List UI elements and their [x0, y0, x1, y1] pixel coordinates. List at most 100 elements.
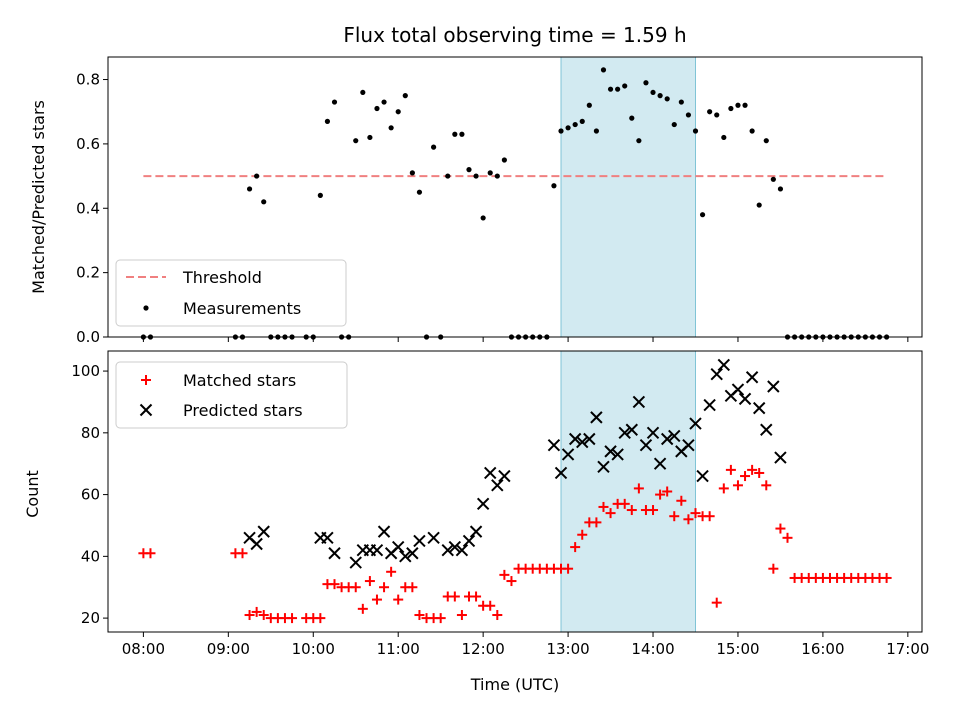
predicted-star-point — [498, 469, 511, 483]
matched-star-point — [485, 600, 496, 611]
predicted-star-point — [597, 460, 610, 474]
matched-star-point — [718, 483, 729, 494]
matched-star-point — [676, 495, 687, 506]
measurement-point — [445, 173, 451, 179]
predicted-star-point — [774, 451, 787, 464]
predicted-star-point — [377, 525, 391, 538]
matched-star-point — [315, 613, 326, 624]
predicted-star-point — [682, 438, 695, 452]
measurement-point — [707, 109, 713, 115]
matched-star-point — [449, 591, 460, 602]
measurement-point — [353, 138, 359, 144]
measurement-point — [714, 112, 720, 118]
bottom-legend-box — [115, 361, 348, 429]
measurement-point — [261, 199, 267, 205]
x-tick-label: 09:00 — [207, 640, 250, 658]
measurement-point — [692, 128, 699, 134]
predicted-star-point — [476, 497, 490, 511]
predicted-star-point — [257, 525, 270, 538]
top-legend-box — [115, 259, 347, 327]
matched-star-point — [357, 603, 368, 614]
bottom-y-tick-label: 20 — [81, 609, 100, 627]
matched-star-point — [655, 489, 666, 500]
matched-star-point — [704, 511, 715, 522]
x-tick-label: 08:00 — [122, 640, 165, 658]
matched-star-point — [329, 579, 340, 590]
predicted-star-point — [717, 358, 731, 372]
x-axis-label: Time (UTC) — [470, 675, 559, 694]
matched-star-point — [619, 498, 630, 509]
legend-predicted-swatch — [139, 403, 153, 417]
measurement-point — [551, 183, 557, 189]
measurement-point — [678, 99, 684, 105]
matched-star-point — [725, 464, 736, 475]
measurement-point — [735, 102, 741, 108]
matched-star-point — [782, 532, 793, 543]
top-legend: Threshold Measurements — [115, 259, 347, 327]
measurement-point — [388, 125, 394, 131]
matched-star-point — [754, 467, 765, 478]
measurement-point — [565, 125, 571, 131]
measurement-point — [317, 192, 323, 198]
measurement-point — [664, 96, 670, 102]
bottom-y-tick-label: 40 — [81, 547, 100, 565]
measurement-point — [600, 67, 607, 73]
measurement-point — [756, 202, 762, 208]
matched-star-point — [669, 511, 680, 522]
matched-star-point — [258, 610, 269, 621]
top-highlight-span — [560, 56, 696, 338]
measurement-point — [749, 128, 755, 134]
predicted-star-point — [547, 438, 561, 452]
matched-star-point — [499, 569, 510, 580]
legend-measurements-swatch — [143, 305, 149, 311]
measurement-point — [572, 121, 578, 128]
matched-star-point — [386, 566, 397, 577]
predicted-star-point — [321, 531, 334, 545]
measurement-point — [254, 173, 260, 179]
legend-predicted-label: Predicted stars — [183, 401, 303, 420]
measurement-point — [770, 176, 776, 182]
measurement-point — [721, 134, 727, 141]
matched-star-point — [379, 582, 390, 593]
measurement-point — [650, 89, 656, 96]
x-tick-label: 13:00 — [546, 640, 589, 658]
predicted-star-point — [604, 445, 617, 458]
x-tick-label: 11:00 — [377, 640, 420, 658]
predicted-star-point — [618, 426, 631, 440]
matched-star-point — [435, 613, 446, 624]
measurement-point — [395, 109, 401, 115]
bottom-legend: Matched stars Predicted stars — [115, 361, 348, 429]
top-y-tick-label: 0.6 — [76, 135, 100, 153]
matched-star-point — [732, 480, 743, 491]
measurement-point — [501, 157, 507, 163]
predicted-star-point — [738, 392, 752, 406]
matched-star-point — [633, 483, 644, 494]
legend-threshold-label: Threshold — [182, 268, 262, 287]
x-tick-label: 16:00 — [801, 640, 844, 658]
top-panel: 0.0 0.2 0.4 0.6 0.8 Threshold Measurements — [76, 56, 923, 346]
measurement-point — [402, 93, 408, 99]
predicted-star-point — [583, 432, 596, 446]
predicted-star-point — [455, 543, 469, 557]
predicted-star-point — [639, 438, 653, 452]
matched-star-point — [690, 508, 701, 519]
measurement-point — [487, 170, 493, 176]
measurement-point — [416, 189, 423, 195]
predicted-star-point — [370, 543, 384, 557]
matched-star-point — [251, 606, 262, 617]
x-tick-label: 15:00 — [716, 640, 759, 658]
measurement-point — [643, 80, 649, 86]
matched-star-point — [287, 613, 298, 624]
matched-star-point — [506, 576, 517, 587]
predicted-star-point — [703, 398, 716, 412]
predicted-star-point — [760, 423, 773, 436]
x-tick-label: 12:00 — [462, 640, 505, 658]
matched-star-point — [626, 505, 637, 516]
predicted-star-point — [731, 383, 745, 396]
predicted-star-point — [349, 556, 362, 569]
predicted-star-point — [448, 540, 462, 554]
x-tick-label: 17:00 — [886, 640, 929, 658]
matched-star-point — [648, 505, 659, 516]
predicted-star-point — [696, 469, 709, 483]
